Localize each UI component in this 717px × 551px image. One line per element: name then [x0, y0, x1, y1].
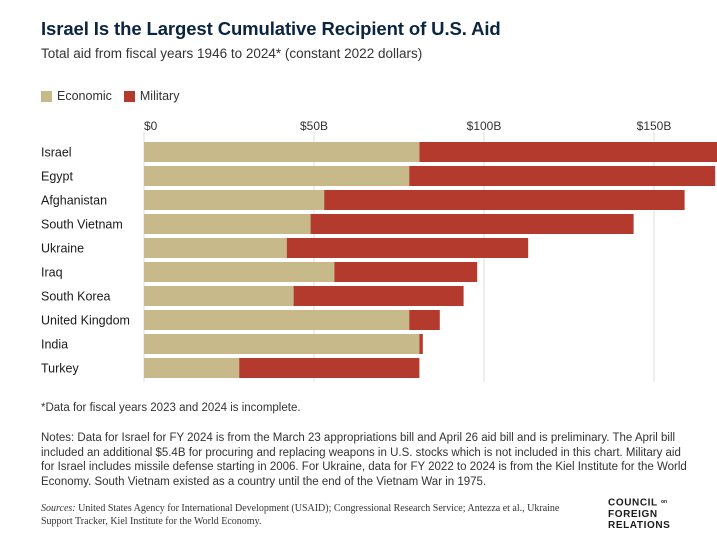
legend-swatch-military — [123, 90, 135, 102]
sources-text: United States Agency for International D… — [41, 503, 560, 527]
logo-line-2: FOREIGN — [608, 508, 658, 520]
chart-legend: Economic Military — [41, 89, 191, 103]
category-label: Iraq — [41, 266, 63, 280]
bar-economic — [144, 190, 325, 210]
footnote: *Data for fiscal years 2023 and 2024 is … — [41, 402, 301, 414]
category-label: Egypt — [41, 170, 73, 184]
legend-label-military: Military — [139, 89, 180, 103]
bar-economic — [144, 358, 240, 378]
bar-military — [334, 262, 478, 282]
legend-item-economic: Economic — [41, 89, 112, 103]
bar-chart: $0$50B$100B$150B$200B$250B$300BIsraelEgy… — [41, 119, 717, 382]
category-label: Turkey — [41, 362, 79, 376]
bar-economic — [144, 214, 311, 234]
bar-military — [286, 238, 529, 258]
bar-economic — [144, 286, 294, 306]
chart-subtitle: Total aid from fiscal years 1946 to 2024… — [41, 46, 423, 61]
bar-economic — [144, 334, 420, 354]
cfr-logo: COUNCIL on FOREIGN RELATIONS — [608, 497, 670, 532]
bar-military — [419, 334, 423, 354]
x-tick-label: $150B — [637, 119, 672, 133]
bar-economic — [144, 166, 410, 186]
category-label: India — [41, 338, 68, 352]
bar-military — [419, 142, 717, 162]
logo-line-1: COUNCIL — [608, 497, 658, 509]
bar-military — [409, 310, 440, 330]
bar-military — [293, 286, 464, 306]
bar-military — [324, 190, 685, 210]
category-label: Ukraine — [41, 242, 84, 256]
legend-item-military: Military — [123, 89, 180, 103]
category-label: United Kingdom — [41, 314, 130, 328]
bar-economic — [144, 310, 410, 330]
notes: Notes: Data for Israel for FY 2024 is fr… — [41, 432, 687, 488]
x-tick-label: $50B — [300, 119, 328, 133]
sources-label: Sources: — [41, 503, 76, 514]
bar-military — [310, 214, 634, 234]
category-label: Afghanistan — [41, 194, 107, 208]
legend-label-economic: Economic — [57, 89, 112, 103]
x-tick-label: $100B — [467, 119, 502, 133]
logo-line-3: RELATIONS — [608, 520, 671, 532]
bar-economic — [144, 142, 420, 162]
chart-title: Israel Is the Largest Cumulative Recipie… — [41, 18, 501, 39]
bar-military — [409, 166, 716, 186]
category-label: Israel — [41, 146, 72, 160]
x-tick-label: $0 — [144, 119, 158, 133]
bar-military — [239, 358, 420, 378]
logo-line-1-small: on — [660, 499, 668, 505]
sources: Sources: United States Agency for Intern… — [41, 503, 591, 528]
category-label: South Korea — [41, 290, 111, 304]
category-label: South Vietnam — [41, 218, 123, 232]
bar-economic — [144, 238, 287, 258]
legend-swatch-economic — [41, 90, 52, 102]
bar-economic — [144, 262, 335, 282]
